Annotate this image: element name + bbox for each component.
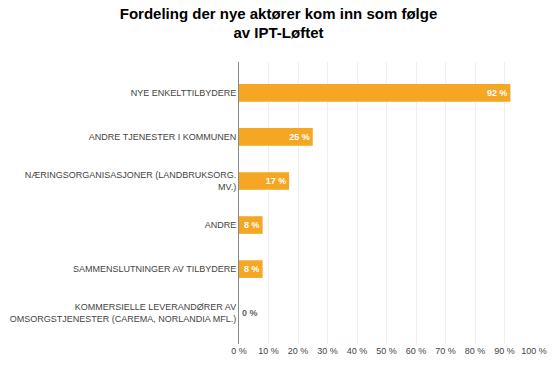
svg-text:100 %: 100 % [521, 346, 547, 356]
svg-text:92 %: 92 % [487, 88, 508, 98]
svg-text:ANDRE TJENESTER I KOMMUNEN: ANDRE TJENESTER I KOMMUNEN [89, 132, 236, 142]
svg-text:40 %: 40 % [347, 346, 368, 356]
svg-text:8 %: 8 % [244, 220, 260, 230]
svg-text:20 %: 20 % [288, 346, 309, 356]
svg-text:60 %: 60 % [406, 346, 427, 356]
svg-text:10 %: 10 % [258, 346, 279, 356]
svg-text:30 %: 30 % [317, 346, 338, 356]
svg-text:Fordeling der nye aktører kom: Fordeling der nye aktører kom inn som fø… [120, 5, 438, 42]
svg-text:50 %: 50 % [376, 346, 397, 356]
svg-text:8 %: 8 % [244, 264, 260, 274]
svg-text:KOMMERSIELLE LEVERANDØRER AVOM: KOMMERSIELLE LEVERANDØRER AVOMSORGSTJENE… [10, 302, 237, 324]
svg-text:17 %: 17 % [266, 176, 287, 186]
svg-text:ANDRE: ANDRE [205, 220, 237, 230]
svg-text:0 %: 0 % [231, 346, 247, 356]
svg-text:0 %: 0 % [242, 308, 258, 318]
svg-text:NYE ENKELTTILBYDERE: NYE ENKELTTILBYDERE [131, 88, 236, 98]
svg-text:25 %: 25 % [289, 132, 310, 142]
svg-text:SAMMENSLUTNINGER AV TILBYDERE: SAMMENSLUTNINGER AV TILBYDERE [73, 264, 236, 274]
svg-text:NÆRINGSORGANISASJONER (LANDBRU: NÆRINGSORGANISASJONER (LANDBRUKSORG.MV.) [25, 170, 237, 192]
svg-text:90 %: 90 % [494, 346, 515, 356]
svg-text:70 %: 70 % [435, 346, 456, 356]
svg-text:80 %: 80 % [465, 346, 486, 356]
